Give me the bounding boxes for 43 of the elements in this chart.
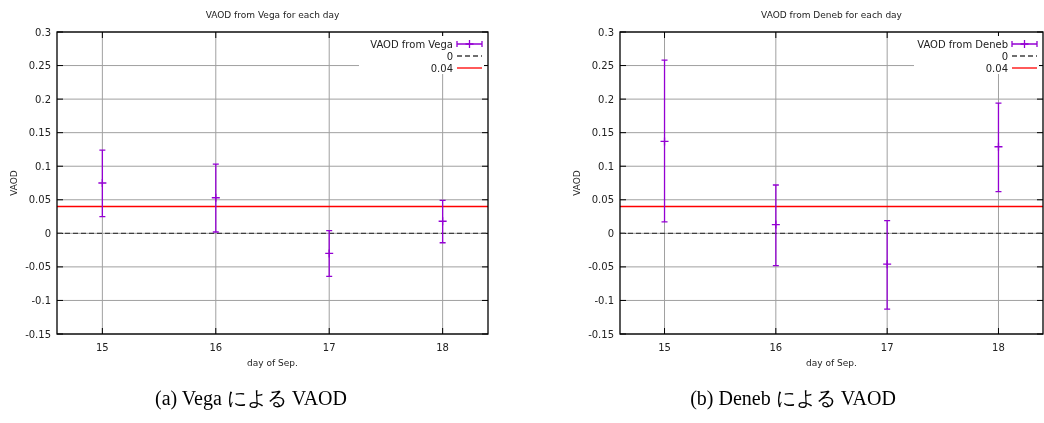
y-tick-label: 0 — [44, 227, 51, 239]
y-tick-label: -0.05 — [25, 261, 51, 273]
y-tick-label: -0.15 — [25, 328, 51, 340]
y-tick-label: -0.1 — [594, 294, 614, 306]
x-tick-label: 17 — [880, 342, 894, 353]
y-tick-label: 0.1 — [598, 160, 614, 172]
x-tick-label: 15 — [658, 342, 671, 353]
y-tick-label: 0.3 — [35, 26, 51, 38]
text: (a) Vega による VAOD — [154, 387, 348, 410]
legend-label: VAOD from Vega — [370, 38, 453, 50]
y-tick-label: 0.05 — [591, 194, 614, 206]
legend-label: 0 — [446, 50, 453, 62]
y-tick-label: 0.05 — [28, 194, 51, 206]
legend-label: 0 — [1001, 50, 1008, 62]
point — [97, 178, 108, 188]
y-tick-label: -0.15 — [588, 328, 614, 340]
y-tick-label: 0 — [607, 227, 614, 239]
y-tick-label: 0.15 — [591, 127, 614, 139]
y-axis-title: VAOD — [9, 170, 19, 196]
x-tick-label: 15 — [96, 342, 109, 353]
x-axis-title: day of Sep. — [247, 358, 298, 368]
text: (b) Deneb による VAOD — [690, 387, 896, 410]
y-tick-label: 0.3 — [598, 26, 614, 38]
y-tick-label: 0.25 — [28, 60, 51, 72]
y-tick-label: -0.1 — [31, 294, 51, 306]
x-tick-label: 18 — [436, 342, 449, 353]
x-tick-label: 17 — [322, 342, 336, 353]
y-tick-label: 0.25 — [591, 60, 614, 72]
y-tick-label: 0.2 — [598, 93, 614, 105]
y-tick-label: 0.2 — [35, 93, 51, 105]
legend-label: VAOD from Deneb — [917, 38, 1008, 50]
y-tick-label: -0.05 — [588, 261, 614, 273]
x-tick-label: 16 — [209, 342, 223, 353]
y-axis-title: VAOD — [572, 170, 582, 196]
legend-label: 0.04 — [985, 62, 1008, 74]
y-tick-label: 0.15 — [28, 127, 51, 139]
x-tick-label: 18 — [992, 342, 1005, 353]
x-axis-title: day of Sep. — [806, 358, 857, 368]
y-tick-label: 0.1 — [35, 160, 51, 172]
legend-label: 0.04 — [430, 62, 453, 74]
chart-title: VAOD from Deneb for each day — [761, 10, 903, 20]
chart-title: VAOD from Vega for each day — [205, 10, 341, 20]
x-tick-label: 16 — [769, 342, 783, 353]
